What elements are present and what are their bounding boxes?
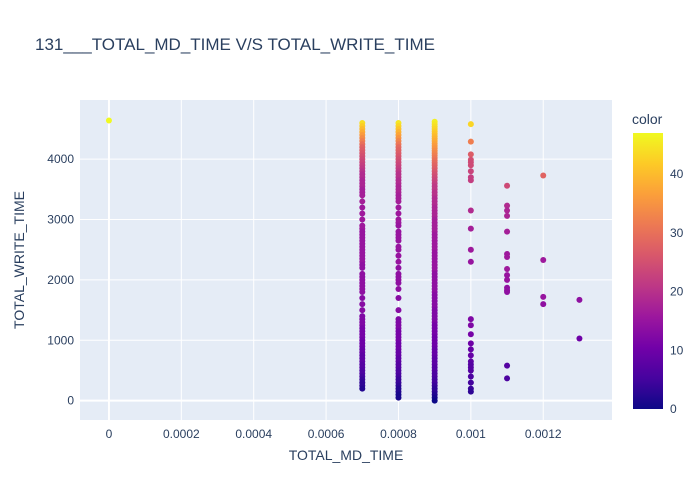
data-point <box>504 228 511 235</box>
y-tick-label: 2000 <box>47 273 74 287</box>
data-point <box>467 340 474 347</box>
x-tick-label: 0 <box>106 427 113 441</box>
data-point <box>576 335 583 342</box>
colorbar-tick-label: 10 <box>670 343 684 357</box>
data-point <box>504 289 511 295</box>
data-point <box>395 264 402 271</box>
data-point <box>359 264 366 271</box>
data-point <box>504 212 511 219</box>
data-point <box>395 394 402 401</box>
data-point <box>395 198 402 205</box>
data-point <box>395 246 402 253</box>
data-point <box>504 266 511 273</box>
data-points <box>105 117 583 404</box>
data-point <box>359 210 366 217</box>
data-point <box>504 375 511 382</box>
data-point <box>540 293 547 300</box>
x-tick-label: 0.0012 <box>525 427 562 441</box>
data-point <box>395 210 402 217</box>
data-point <box>504 202 511 209</box>
data-point <box>395 307 402 314</box>
data-point <box>467 379 474 386</box>
data-point <box>395 222 402 229</box>
data-point <box>540 172 547 179</box>
colorbar-tick-label: 0 <box>670 402 677 416</box>
data-point <box>504 362 511 369</box>
data-point <box>395 258 402 265</box>
data-point <box>359 385 366 392</box>
data-point <box>504 272 511 279</box>
data-point <box>467 367 474 374</box>
x-tick-label: 0.0006 <box>308 427 345 441</box>
y-axis-title: TOTAL_WRITE_TIME <box>11 191 27 329</box>
data-point <box>359 301 366 308</box>
data-point <box>431 397 438 404</box>
data-point <box>359 198 366 205</box>
data-point <box>467 168 474 175</box>
data-point <box>359 204 366 211</box>
y-tick-label: 4000 <box>47 152 74 166</box>
data-point <box>467 207 474 214</box>
data-point <box>359 307 366 314</box>
data-point <box>395 295 402 302</box>
x-tick-label: 0.0002 <box>163 427 200 441</box>
data-point <box>504 253 511 260</box>
x-tick-labels: 0 0.0002 0.0004 0.0006 0.0008 0.001 0.0012 <box>106 427 562 441</box>
y-tick-labels: 0 1000 2000 3000 4000 <box>47 152 74 408</box>
data-point <box>467 258 474 265</box>
data-point <box>467 346 474 353</box>
data-point <box>467 388 474 395</box>
data-point <box>467 225 474 232</box>
data-point <box>395 252 402 259</box>
x-tick-label: 0.0008 <box>380 427 417 441</box>
data-point <box>467 331 474 338</box>
data-point <box>504 207 511 214</box>
data-point <box>576 296 583 303</box>
data-point <box>504 182 511 189</box>
data-point <box>395 285 402 292</box>
data-point <box>359 289 366 295</box>
data-point <box>359 216 366 223</box>
data-point <box>467 246 474 253</box>
data-point <box>467 316 474 323</box>
data-point <box>467 151 474 158</box>
colorbar-tick-label: 20 <box>670 285 684 299</box>
data-point <box>467 121 474 128</box>
data-point <box>395 237 402 244</box>
y-tick-label: 3000 <box>47 213 74 227</box>
chart-title: 131___TOTAL_MD_TIME V/S TOTAL_WRITE_TIME <box>35 35 435 54</box>
y-tick-label: 0 <box>67 394 74 408</box>
plot-area <box>80 100 612 420</box>
colorbar-tick-label: 30 <box>670 226 684 240</box>
data-point <box>105 117 112 124</box>
data-point <box>467 373 474 380</box>
data-point <box>467 162 474 169</box>
colorbar-title: color <box>632 111 663 127</box>
data-point <box>467 322 474 329</box>
data-point <box>467 352 474 359</box>
data-point <box>467 138 474 145</box>
data-point <box>359 192 366 199</box>
colorbar <box>633 133 663 409</box>
data-point <box>395 204 402 211</box>
data-point <box>359 295 366 302</box>
data-point <box>467 177 474 184</box>
data-point <box>540 301 547 308</box>
colorbar-tick-labels: 0 10 20 30 40 <box>670 167 684 416</box>
y-tick-label: 1000 <box>47 333 74 347</box>
data-point <box>540 257 547 263</box>
x-tick-label: 0.001 <box>456 427 486 441</box>
x-tick-label: 0.0004 <box>235 427 272 441</box>
data-point <box>395 279 402 286</box>
colorbar-tick-label: 40 <box>670 167 684 181</box>
x-axis-title: TOTAL_MD_TIME <box>289 447 404 463</box>
data-point <box>504 276 511 283</box>
